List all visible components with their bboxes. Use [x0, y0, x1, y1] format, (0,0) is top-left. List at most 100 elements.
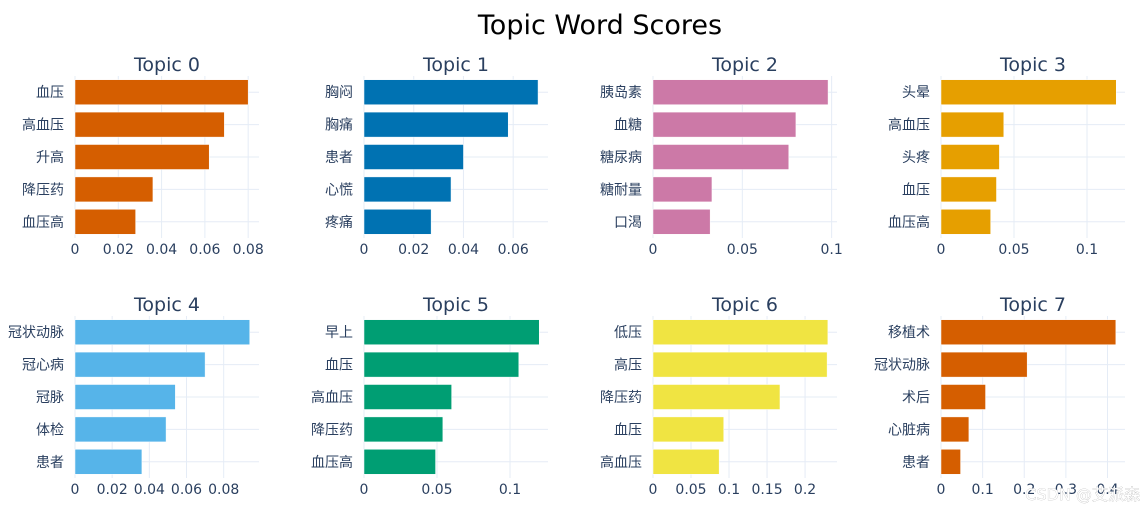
bar [940, 209, 991, 235]
category-label: 血压 [325, 358, 353, 374]
x-tick-label: 0.1 [971, 482, 993, 498]
bar [652, 449, 720, 475]
bar [940, 176, 997, 203]
x-tick-label: 0.1 [1076, 242, 1098, 258]
x-tick-label: 0 [937, 242, 946, 258]
bar [940, 449, 961, 475]
x-tick-label: 0 [649, 242, 658, 258]
x-tick-label: 0.1 [499, 482, 521, 498]
watermark: CSDN @艾派森 [1025, 485, 1140, 504]
bar [652, 144, 790, 170]
x-tick-label: 0.02 [398, 242, 429, 258]
category-label: 降压药 [311, 422, 353, 438]
category-label: 患者 [325, 150, 353, 166]
category-label: 血压 [614, 422, 642, 438]
bar [363, 111, 509, 138]
bar [74, 144, 210, 170]
bar [74, 351, 206, 378]
bar [940, 351, 1028, 378]
bar [363, 351, 520, 378]
bar [652, 111, 797, 138]
x-tick-label: 0.02 [97, 482, 128, 498]
subplot-title: Topic 4 [133, 294, 200, 316]
x-tick-label: 0 [360, 242, 369, 258]
bar [74, 209, 136, 235]
x-tick-label: 0 [71, 482, 80, 498]
x-tick-label: 0.05 [675, 482, 706, 498]
x-tick-label: 0.1 [718, 482, 740, 498]
x-tick-label: 0.06 [189, 242, 220, 258]
category-label: 头疼 [902, 150, 930, 166]
bar [363, 416, 444, 443]
figure-title: Topic Word Scores [477, 10, 722, 41]
bar [940, 144, 1000, 170]
bar [652, 79, 829, 105]
bar [652, 416, 724, 443]
category-label: 血压 [36, 85, 64, 101]
x-tick-label: 0.02 [103, 242, 134, 258]
category-label: 头晕 [902, 85, 930, 101]
bar [74, 176, 154, 203]
x-tick-label: 0.06 [498, 242, 529, 258]
category-label: 升高 [36, 149, 64, 166]
x-tick-label: 0.05 [727, 242, 758, 258]
x-tick-label: 0 [360, 482, 369, 498]
category-label: 糖耐量 [600, 182, 642, 198]
bar [74, 384, 176, 410]
subplot-title: Topic 3 [999, 54, 1066, 76]
category-label: 胸痛 [325, 117, 353, 134]
bar [652, 351, 828, 378]
bar [363, 384, 452, 410]
x-tick-label: 0.05 [998, 242, 1029, 258]
category-label: 高血压 [600, 454, 642, 471]
x-tick-label: 0.15 [751, 482, 782, 498]
category-label: 心脏病 [888, 422, 930, 438]
category-label: 术后 [902, 390, 930, 406]
category-label: 血压高 [311, 454, 353, 471]
bar [74, 111, 225, 138]
subplot-title: Topic 6 [711, 294, 778, 316]
bar [652, 176, 713, 203]
bar [363, 176, 452, 203]
bar [940, 79, 1117, 105]
bar [652, 319, 829, 345]
category-label: 血压高 [22, 214, 64, 231]
x-tick-label: 0.06 [171, 482, 202, 498]
category-label: 冠心病 [22, 358, 64, 374]
x-tick-label: 0.2 [1013, 482, 1035, 498]
category-label: 患者 [36, 455, 64, 471]
category-label: 降压药 [22, 182, 64, 198]
category-label: 高压 [614, 357, 642, 374]
x-tick-label: 0.05 [421, 482, 452, 498]
bar [74, 319, 250, 345]
subplot-title: Topic 2 [711, 54, 778, 76]
category-label: 早上 [325, 325, 353, 341]
x-tick-label: 0.3 [1055, 482, 1077, 498]
bar [363, 144, 464, 170]
subplot-title: Topic 0 [133, 54, 200, 76]
x-tick-label: 0 [649, 482, 658, 498]
category-label: 患者 [902, 455, 930, 471]
category-label: 糖尿病 [600, 150, 642, 166]
bar [363, 79, 539, 105]
subplot-title: Topic 5 [422, 294, 489, 316]
x-tick-label: 0 [71, 242, 80, 258]
x-tick-label: 0.1 [821, 242, 843, 258]
category-label: 体检 [36, 422, 64, 438]
category-label: 移植术 [888, 325, 930, 341]
x-tick-label: 0.04 [146, 242, 177, 258]
x-tick-label: 0 [937, 482, 946, 498]
category-label: 冠状动脉 [874, 358, 930, 374]
x-tick-label: 0.08 [233, 242, 264, 258]
bar [940, 319, 1117, 345]
bar [652, 209, 711, 235]
